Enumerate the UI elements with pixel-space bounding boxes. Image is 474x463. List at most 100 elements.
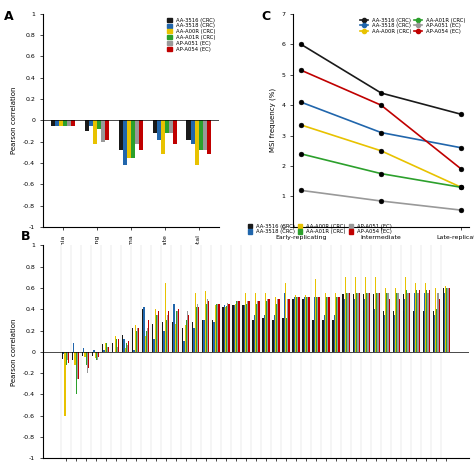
Bar bbox=[83, 348, 84, 352]
Bar bbox=[107, 346, 108, 352]
Bar bbox=[147, 328, 148, 352]
Bar bbox=[128, 341, 129, 352]
Bar bbox=[343, 294, 344, 352]
Bar bbox=[158, 312, 159, 352]
Bar bbox=[365, 277, 366, 352]
Bar bbox=[252, 320, 254, 352]
Bar bbox=[169, 120, 173, 133]
Bar bbox=[435, 288, 436, 352]
Bar bbox=[302, 299, 304, 352]
Bar bbox=[108, 346, 109, 352]
Bar bbox=[133, 350, 135, 352]
Bar bbox=[238, 301, 239, 352]
Bar bbox=[355, 277, 356, 352]
Bar bbox=[309, 296, 310, 352]
Bar bbox=[235, 304, 236, 352]
Bar bbox=[172, 322, 173, 352]
Bar bbox=[304, 296, 305, 352]
Bar bbox=[246, 304, 247, 352]
Bar bbox=[402, 294, 404, 352]
Bar bbox=[268, 299, 270, 352]
Bar bbox=[72, 352, 73, 360]
Bar bbox=[154, 339, 155, 352]
Bar bbox=[106, 344, 107, 352]
Bar bbox=[64, 352, 66, 416]
Bar bbox=[358, 294, 360, 352]
Bar bbox=[78, 352, 79, 379]
Bar bbox=[222, 307, 224, 352]
Bar bbox=[369, 294, 370, 352]
Bar bbox=[412, 312, 414, 352]
Bar bbox=[115, 336, 116, 352]
Bar bbox=[353, 294, 354, 352]
Bar bbox=[102, 344, 103, 352]
Bar bbox=[254, 315, 255, 352]
Bar bbox=[428, 290, 430, 352]
Bar bbox=[273, 315, 275, 352]
Bar bbox=[82, 352, 83, 356]
Bar bbox=[203, 320, 205, 352]
Bar bbox=[227, 303, 228, 352]
Bar bbox=[305, 295, 306, 352]
Bar bbox=[162, 322, 164, 352]
Bar bbox=[165, 120, 169, 133]
Bar bbox=[438, 299, 440, 352]
Bar bbox=[198, 307, 200, 352]
Bar bbox=[322, 320, 324, 352]
Bar bbox=[101, 120, 105, 142]
Bar bbox=[97, 120, 101, 129]
Bar bbox=[376, 294, 377, 352]
Bar bbox=[336, 296, 337, 352]
Bar bbox=[414, 294, 415, 352]
Bar bbox=[244, 305, 245, 352]
Bar bbox=[354, 299, 355, 352]
Bar bbox=[186, 120, 191, 139]
Bar bbox=[392, 312, 394, 352]
Bar bbox=[86, 352, 87, 365]
Bar bbox=[73, 344, 74, 352]
Bar bbox=[423, 312, 424, 352]
Bar bbox=[256, 304, 257, 352]
Bar bbox=[264, 315, 265, 352]
Bar bbox=[126, 344, 127, 352]
Bar bbox=[288, 299, 290, 352]
Bar bbox=[146, 331, 147, 352]
Legend: AA-3516 (CRC), AA-3518 (CRC), AA-A00R (CRC), AA-A01R (CRC), AP-A051 (EC), AP-A05: AA-3516 (CRC), AA-3518 (CRC), AA-A00R (C… bbox=[359, 17, 466, 35]
Bar bbox=[337, 296, 338, 352]
Bar bbox=[383, 312, 384, 352]
Bar bbox=[71, 120, 75, 125]
Bar bbox=[173, 120, 177, 144]
Bar bbox=[377, 294, 379, 352]
Bar bbox=[364, 299, 365, 352]
Bar bbox=[77, 352, 78, 379]
Bar bbox=[379, 294, 380, 352]
Bar bbox=[161, 120, 165, 155]
Legend: AA-3516 (CRC), AA-3518 (CRC), AA-A00R (CRC), AA-A01R (CRC), AP-A051 (EC), AP-A05: AA-3516 (CRC), AA-3518 (CRC), AA-A00R (C… bbox=[166, 17, 216, 53]
Bar bbox=[88, 352, 89, 368]
Bar bbox=[418, 294, 419, 352]
Bar bbox=[127, 345, 128, 352]
Bar bbox=[74, 352, 76, 365]
Bar bbox=[205, 291, 206, 352]
Bar bbox=[248, 301, 249, 352]
Bar bbox=[247, 301, 248, 352]
Bar bbox=[395, 288, 396, 352]
Bar bbox=[185, 325, 186, 352]
Bar bbox=[434, 315, 435, 352]
Bar bbox=[225, 307, 226, 352]
Bar bbox=[173, 304, 174, 352]
Text: A: A bbox=[4, 10, 13, 23]
Bar bbox=[116, 339, 117, 352]
Bar bbox=[187, 312, 188, 352]
Bar bbox=[297, 296, 299, 352]
Legend: AA-3516 (CRC), AA-3518 (CRC), AA-A00R (CRC), AA-A01R (CRC), AP-A051 (EC), AP-A05: AA-3516 (CRC), AA-3518 (CRC), AA-A00R (C… bbox=[247, 222, 393, 235]
Bar bbox=[132, 328, 133, 352]
Bar bbox=[199, 120, 203, 150]
Bar bbox=[123, 339, 125, 352]
Bar bbox=[445, 286, 446, 352]
Bar bbox=[242, 305, 244, 352]
Bar bbox=[366, 294, 367, 352]
Bar bbox=[295, 295, 296, 352]
Text: B: B bbox=[21, 231, 31, 244]
Bar bbox=[63, 120, 67, 125]
